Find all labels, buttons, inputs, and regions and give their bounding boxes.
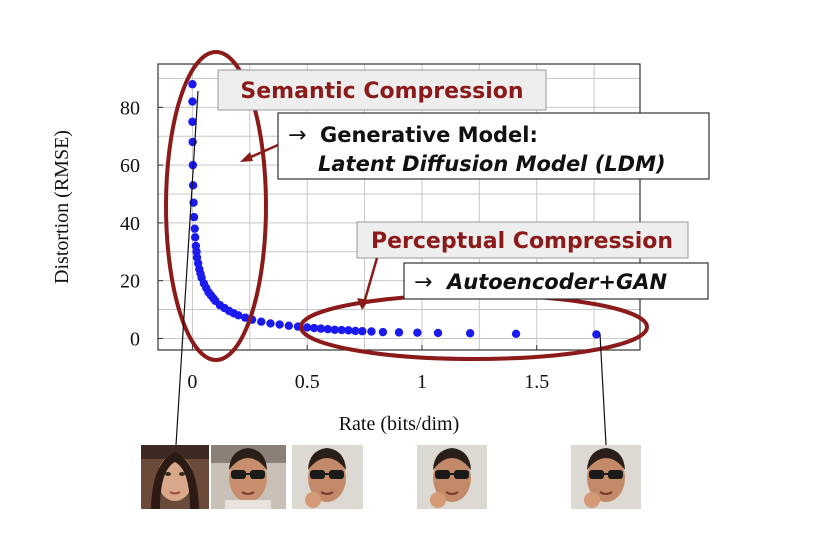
data-point: [465, 329, 475, 338]
data-point: [275, 320, 284, 329]
axis-ticks: 0 0.5 1 1.5 0 20 40 60 80: [120, 97, 549, 393]
data-point: [234, 311, 243, 320]
data-point: [241, 313, 250, 322]
data-point: [330, 325, 339, 334]
y-tick-label: 20: [120, 271, 140, 293]
semantic-region-ellipse: [164, 50, 268, 362]
semantic-description-box: [277, 112, 710, 180]
data-point: [592, 330, 601, 339]
face-man-sunglasses-thumbnail-1: [211, 445, 286, 509]
connector-line-left: [175, 90, 199, 446]
y-tick-label: 60: [120, 155, 140, 177]
x-tick-label: 0.5: [295, 371, 320, 393]
x-tick-label: 1: [417, 371, 427, 393]
data-points: [188, 80, 601, 339]
data-point: [188, 181, 198, 190]
x-axis-label: Rate (bits/dim): [339, 413, 460, 435]
semantic-arrow: →: [288, 123, 306, 148]
data-point: [323, 325, 333, 334]
data-point: [188, 117, 197, 126]
data-point: [257, 317, 266, 326]
data-point: [284, 321, 294, 330]
data-point: [351, 326, 360, 336]
face-man-sunglasses-thumbnail-3: [417, 445, 487, 509]
plot-area: [158, 64, 640, 350]
data-point: [189, 212, 199, 222]
data-point: [190, 224, 199, 233]
semantic-title-box: [217, 69, 547, 111]
data-point: [316, 324, 326, 333]
data-point: [413, 328, 422, 337]
perceptual-title: Perceptual Compression: [371, 229, 673, 254]
data-point: [188, 97, 197, 106]
y-tick-label: 40: [120, 213, 140, 235]
perceptual-description-box: [403, 262, 709, 300]
data-point: [309, 323, 319, 333]
perceptual-line1: Autoencoder+GAN: [445, 270, 667, 294]
face-man-sunglasses-thumbnail-4: [571, 445, 641, 509]
plot-frame: [157, 63, 641, 351]
data-point: [511, 329, 521, 339]
perceptual-title-box: [356, 221, 689, 259]
data-point: [188, 80, 197, 89]
semantic-line1: Generative Model:: [320, 123, 538, 147]
data-point: [266, 319, 275, 328]
x-tick-label: 1.5: [524, 371, 549, 393]
data-point: [358, 327, 367, 336]
data-point: [344, 326, 353, 335]
data-point: [394, 328, 404, 337]
perceptual-pointer-head: [357, 298, 369, 310]
data-point: [302, 323, 312, 332]
semantic-title: Semantic Compression: [240, 79, 523, 104]
y-tick-label: 0: [130, 328, 140, 350]
semantic-pointer-head: [240, 152, 253, 162]
data-point: [433, 328, 443, 338]
data-point: [378, 327, 388, 337]
perceptual-pointer-arrow: [362, 257, 379, 304]
y-tick-label: 80: [120, 97, 140, 119]
y-axis-label: Distortion (RMSE): [51, 130, 73, 284]
data-point: [190, 233, 200, 242]
x-tick-label: 0: [187, 371, 197, 393]
data-point: [367, 327, 376, 336]
face-woman-thumbnail: [141, 445, 209, 509]
semantic-line2: Latent Diffusion Model (LDM): [318, 152, 666, 176]
data-point: [337, 325, 346, 335]
connector-line-right: [599, 333, 607, 446]
perceptual-arrow: →: [414, 270, 432, 295]
face-man-sunglasses-thumbnail-2: [292, 445, 363, 509]
